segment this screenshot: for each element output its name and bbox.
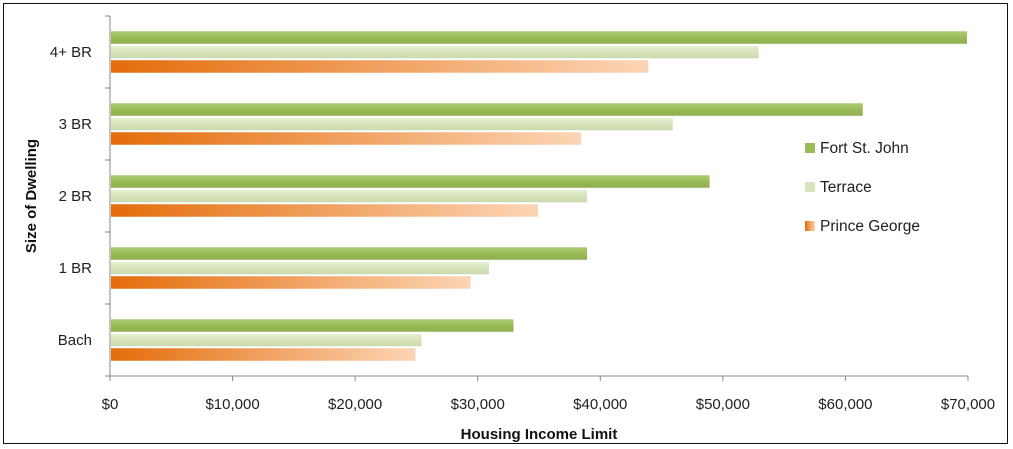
y-tick-label-1-br: 1 BR xyxy=(59,260,93,277)
x-axis-title: Housing Income Limit xyxy=(461,426,618,443)
bar-prince-george-1-br xyxy=(110,275,472,290)
x-tick-label: $50,000 xyxy=(696,396,750,413)
x-tick-label: $70,000 xyxy=(941,396,995,413)
y-axis-ticks xyxy=(105,15,110,377)
y-tick-label-bach: Bach xyxy=(58,332,92,349)
bars-group xyxy=(110,30,968,362)
bar-fort-st-john-2-br xyxy=(110,174,711,189)
bar-prince-george-3-br xyxy=(110,131,582,146)
chart-frame xyxy=(3,3,1008,444)
x-tick-label: $30,000 xyxy=(451,396,505,413)
x-axis-labels: $0 $10,000 $20,000 $30,000 $40,000 $50,000 $60… xyxy=(102,396,995,413)
x-tick-label: $0 xyxy=(102,396,119,413)
bar-terrace-4-br xyxy=(110,44,760,60)
legend: Fort St. John Terrace Prince George xyxy=(805,140,920,235)
legend-label-fort-st-john: Fort St. John xyxy=(820,140,909,157)
bar-terrace-bach xyxy=(110,332,423,348)
x-tick-label: $60,000 xyxy=(818,396,872,413)
legend-swatch-prince-george xyxy=(805,221,815,231)
y-axis-labels: Bach 1 BR 2 BR 3 BR 4+ BR xyxy=(50,44,92,349)
bar-terrace-2-br xyxy=(110,188,589,204)
bar-fort-st-john-1-br xyxy=(110,246,589,261)
bar-prince-george-2-br xyxy=(110,203,539,218)
x-tick-label: $40,000 xyxy=(573,396,627,413)
x-tick-label: $20,000 xyxy=(328,396,382,413)
bar-prince-george-bach xyxy=(110,347,417,362)
legend-swatch-fort-st-john xyxy=(805,143,815,153)
legend-label-terrace: Terrace xyxy=(820,179,872,196)
bar-terrace-1-br xyxy=(110,260,490,276)
bar-prince-george-4-br xyxy=(110,59,650,74)
y-tick-label-4-br: 4+ BR xyxy=(50,44,92,61)
bar-fort-st-john-4-br xyxy=(110,30,968,45)
y-axis-title: Size of Dwelling xyxy=(23,139,40,253)
bar-terrace-3-br xyxy=(110,116,674,132)
legend-swatch-terrace xyxy=(805,182,815,192)
y-tick-label-3-br: 3 BR xyxy=(59,116,93,133)
bar-fort-st-john-3-br xyxy=(110,102,864,117)
x-tick-label: $10,000 xyxy=(205,396,259,413)
x-axis-ticks xyxy=(109,376,969,381)
legend-label-prince-george: Prince George xyxy=(820,218,920,235)
y-tick-label-2-br: 2 BR xyxy=(59,188,93,205)
bar-fort-st-john-bach xyxy=(110,318,515,333)
